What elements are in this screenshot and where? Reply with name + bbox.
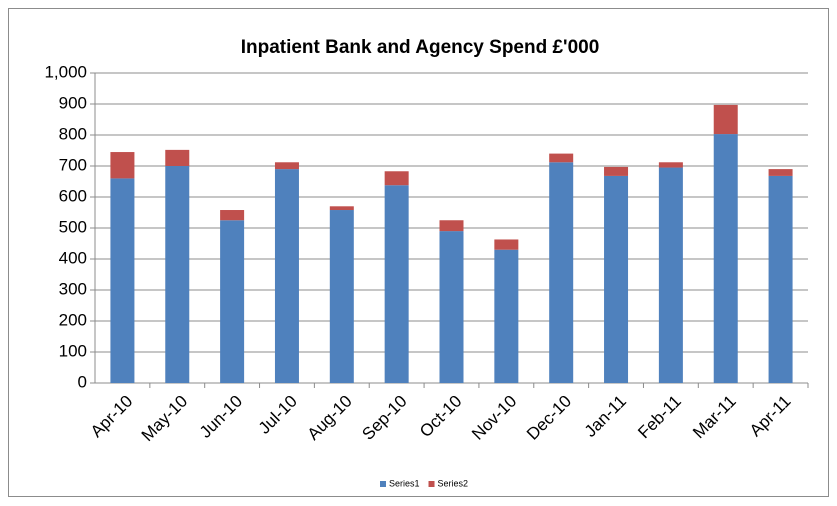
bar-segment [384,171,409,186]
bar-segment [494,239,519,250]
y-tick-label: 700 [59,155,87,174]
chart-title: Inpatient Bank and Agency Spend £'000 [241,37,600,58]
y-tick-label: 0 [78,372,87,391]
bar-segment [329,210,354,383]
bar-segment [713,134,738,383]
bar-segment [494,249,519,383]
bar-segment [439,231,464,383]
y-tick-label: 400 [59,248,87,267]
bar-segment [768,175,793,383]
bar-segment [165,149,190,166]
y-tick-label: 100 [59,341,87,360]
bar-segment [658,162,683,168]
legend-swatch [380,481,386,487]
bar-segment [329,206,354,211]
legend-label: Series2 [438,478,469,488]
bar-segment [110,152,135,179]
chart-frame [8,8,829,497]
y-tick-label: 800 [59,124,87,143]
bar-segment [549,153,574,163]
bar-segment [713,104,738,135]
bar-segment [165,166,190,383]
bar-segment [384,185,409,383]
bar-segment [604,166,629,176]
legend-label: Series1 [389,478,420,488]
bar-segment [110,178,135,383]
legend-swatch [428,481,435,487]
bar-segment [220,210,245,221]
y-tick-label: 600 [59,186,87,205]
bar-segment [439,220,464,232]
y-tick-label: 1,000 [44,62,87,81]
y-tick-label: 300 [59,279,87,298]
bar-segment [274,162,299,170]
bar-segment [658,167,683,383]
y-tick-label: 500 [59,217,87,236]
y-tick-label: 200 [59,310,87,329]
bar-segment [274,169,299,383]
bar-segment [549,162,574,383]
y-tick-label: 900 [59,93,87,112]
bar-segment [220,220,245,383]
bar-segment [604,175,629,383]
bar-segment [768,169,793,176]
